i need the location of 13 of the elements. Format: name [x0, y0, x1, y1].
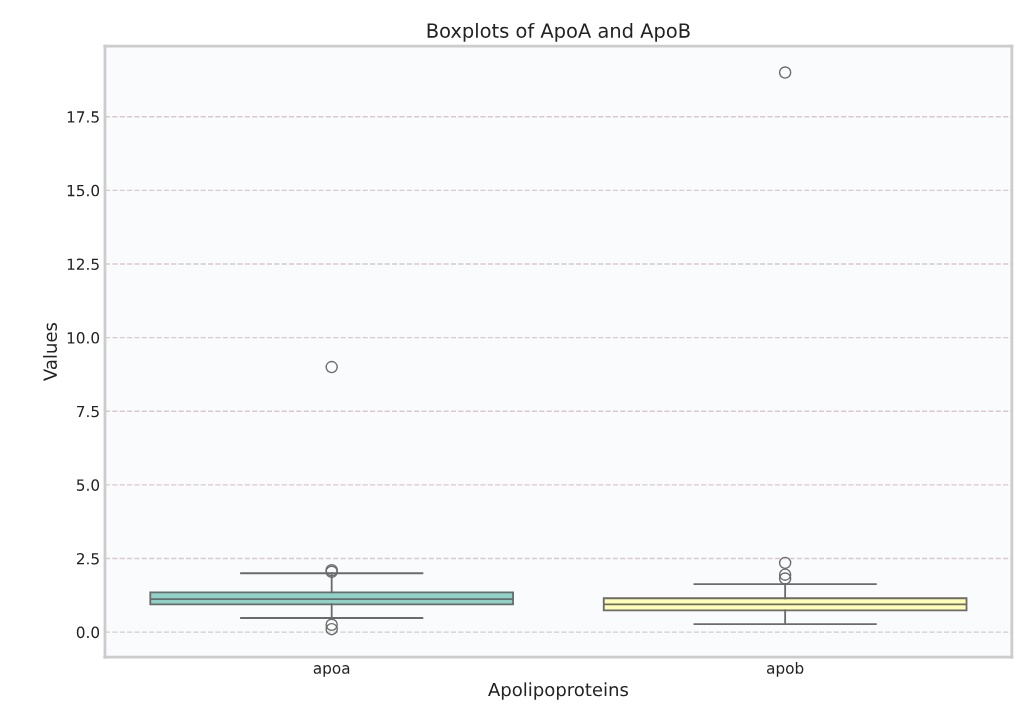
y-tick-label: 0.0: [76, 626, 100, 639]
x-tick-label: apob: [767, 662, 804, 677]
y-axis-title: Values: [43, 322, 58, 381]
y-tick-label: 17.5: [67, 111, 99, 123]
y-tick-label: 2.5: [76, 552, 99, 565]
y-tick-label: 7.5: [77, 405, 99, 418]
x-axis-title: Apolipoproteins: [488, 682, 629, 700]
y-tick-label: 5.0: [76, 479, 100, 491]
y-tick-label: 15.0: [67, 184, 100, 197]
y-tick-label: 12.5: [67, 258, 99, 270]
x-tick-label: apoa: [313, 665, 350, 677]
chart-title: Boxplots of ApoA and ApoB: [427, 22, 690, 42]
y-tick-label: 10.0: [67, 332, 100, 344]
